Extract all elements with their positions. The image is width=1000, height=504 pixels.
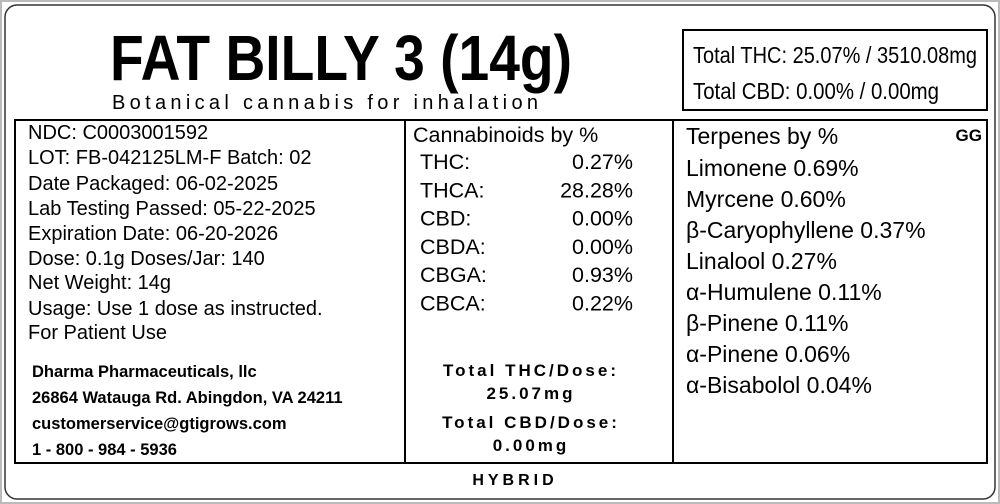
- cannabinoids-title: Cannabinoids by %: [413, 123, 598, 147]
- terpene: Linalool 0.27%: [686, 248, 837, 274]
- company-line: 1 - 800 - 984 - 5936: [32, 441, 177, 459]
- cannabinoid-value: 0.00%: [572, 235, 633, 259]
- cannabinoid-name: THCA:: [420, 178, 485, 202]
- info-line: LOT: FB-042125LM-F Batch: 02: [28, 147, 311, 169]
- company-line: customerservice@gtigrows.com: [32, 415, 287, 433]
- terpene: α-Humulene 0.11%: [686, 279, 882, 305]
- info-line: Expiration Date: 06-20-2026: [28, 223, 278, 245]
- info-line: Net Weight: 14g: [28, 272, 171, 294]
- subtitle: Botanical cannabis for inhalation: [112, 92, 538, 114]
- info-list: NDC: C0003001592 LOT: FB-042125LM-F Batch…: [28, 122, 323, 344]
- company-line: 26864 Watauga Rd. Abingdon, VA 24211: [32, 389, 343, 407]
- terpene: α-Pinene 0.06%: [686, 341, 850, 367]
- terpene: β-Pinene 0.11%: [686, 310, 848, 336]
- dose-line: Total THC/Dose:: [443, 361, 619, 380]
- info-line: NDC: C0003001592: [28, 122, 208, 144]
- product-title: FAT BILLY 3 (14g): [110, 22, 572, 94]
- info-line: Lab Testing Passed: 05-22-2025: [28, 198, 316, 220]
- terpene: β-Caryophyllene 0.37%: [686, 217, 926, 243]
- cannabinoid-name: CBD:: [420, 207, 471, 231]
- company-line: Dharma Pharmaceuticals, llc: [32, 363, 257, 381]
- info-line: Usage: Use 1 dose as instructed.: [28, 298, 323, 320]
- terpene: α-Bisabolol 0.04%: [686, 372, 872, 398]
- cannabinoid-name: CBDA:: [420, 235, 486, 259]
- terpenes-title: Terpenes by %: [686, 123, 838, 149]
- main-box: [14, 119, 988, 464]
- cannabinoid-value: 28.28%: [560, 178, 633, 202]
- info-line: Dose: 0.1g Doses/Jar: 140: [28, 248, 265, 270]
- dose-totals: Total THC/Dose: 25.07mg Total CBD/Dose: 0.0…: [442, 361, 620, 455]
- total-thc: Total THC: 25.07% / 3510.08mg: [693, 42, 977, 68]
- terpene-list: Limonene 0.69% Myrcene 0.60% β-Caryophylle…: [686, 155, 926, 398]
- cannabinoid-name: THC:: [420, 150, 470, 174]
- label-border: [4, 4, 996, 500]
- strain-type: HYBRID: [472, 472, 557, 489]
- dose-line: Total CBD/Dose:: [442, 413, 620, 432]
- info-line: Date Packaged: 06-02-2025: [28, 173, 278, 195]
- company-list: Dharma Pharmaceuticals, llc 26864 Watauga…: [32, 363, 343, 459]
- info-line: For Patient Use: [28, 322, 167, 344]
- cannabinoid-value: 0.00%: [572, 207, 633, 231]
- cannabinoid-name: CBGA:: [420, 263, 487, 287]
- cannabinoid-value: 0.93%: [572, 263, 633, 287]
- cannabinoid-value: 0.27%: [572, 150, 633, 174]
- cannabinoid-value: 0.22%: [572, 292, 633, 316]
- code: GG: [956, 126, 982, 145]
- terpene: Limonene 0.69%: [686, 155, 859, 181]
- totals-box: [682, 29, 988, 111]
- total-cbd: Total CBD: 0.00% / 0.00mg: [693, 78, 939, 104]
- dose-line: 25.07mg: [486, 384, 575, 403]
- cannabinoid-name: CBCA:: [420, 292, 486, 316]
- cannabinoid-table: THC: 0.27% THCA: 28.28% CBD: 0.00% CBDA: 0.00% C…: [420, 150, 633, 316]
- dose-line: 0.00mg: [493, 436, 570, 455]
- terpene: Myrcene 0.60%: [686, 186, 846, 212]
